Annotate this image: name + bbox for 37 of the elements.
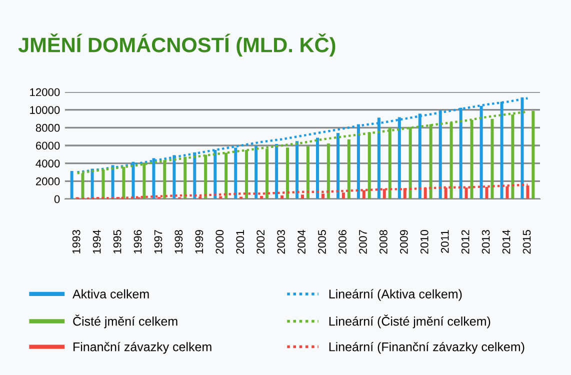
y-tick-label: 2000 — [36, 177, 60, 186]
y-tick-label: 12000 — [30, 88, 60, 96]
y-tick-label: 6000 — [36, 142, 60, 150]
x-tick-label: 2010 — [420, 230, 428, 254]
x-tick-label: 1996 — [134, 230, 142, 254]
legend-label: Finanční závazky celkem — [74, 342, 212, 354]
legend-label: Lineární (Aktiva celkem) — [329, 289, 462, 301]
x-tick-label: 1999 — [195, 230, 204, 254]
x-tick-label: 2015 — [522, 230, 531, 254]
x-tick-label: 2004 — [298, 230, 306, 254]
x-tick-label: 2001 — [236, 230, 244, 254]
x-tick-label: 2014 — [502, 230, 510, 254]
x-tick-label: 1998 — [174, 230, 183, 254]
x-tick-label: 2012 — [461, 230, 470, 254]
y-tick-label: 0 — [54, 195, 60, 204]
x-tick-label: 2005 — [318, 230, 326, 254]
x-tick-label: 1993 — [72, 230, 80, 254]
x-tick-label: 2002 — [256, 230, 265, 254]
x-tick-label: 2000 — [216, 230, 224, 254]
x-tick-label: 2007 — [359, 230, 367, 254]
y-tick-label: 10000 — [30, 106, 60, 114]
legend-label: Lineární (Finanční závazky celkem) — [329, 342, 524, 354]
y-tick-label: 4000 — [36, 160, 60, 168]
x-tick-label: 2003 — [277, 230, 286, 254]
x-tick-label: 2011 — [440, 230, 449, 253]
x-tick-label: 2008 — [380, 230, 388, 254]
legend-label: Čisté jmění celkem — [73, 314, 178, 328]
x-tick-label: 1994 — [92, 230, 101, 254]
x-tick-label: 1997 — [154, 230, 162, 254]
y-tick-label: 8000 — [36, 124, 60, 132]
chart-title: JMĚNÍ DOMÁCNOSTÍ (MLD. KČ) — [18, 34, 336, 56]
legend-label: Lineární (Čisté jmění celkem) — [329, 314, 490, 328]
x-tick-label: 2006 — [338, 230, 346, 254]
x-tick-label: 1995 — [113, 230, 122, 254]
x-tick-label: 2013 — [482, 230, 490, 254]
x-tick-label: 2009 — [400, 230, 408, 254]
legend-label: Aktiva celkem — [72, 289, 149, 298]
